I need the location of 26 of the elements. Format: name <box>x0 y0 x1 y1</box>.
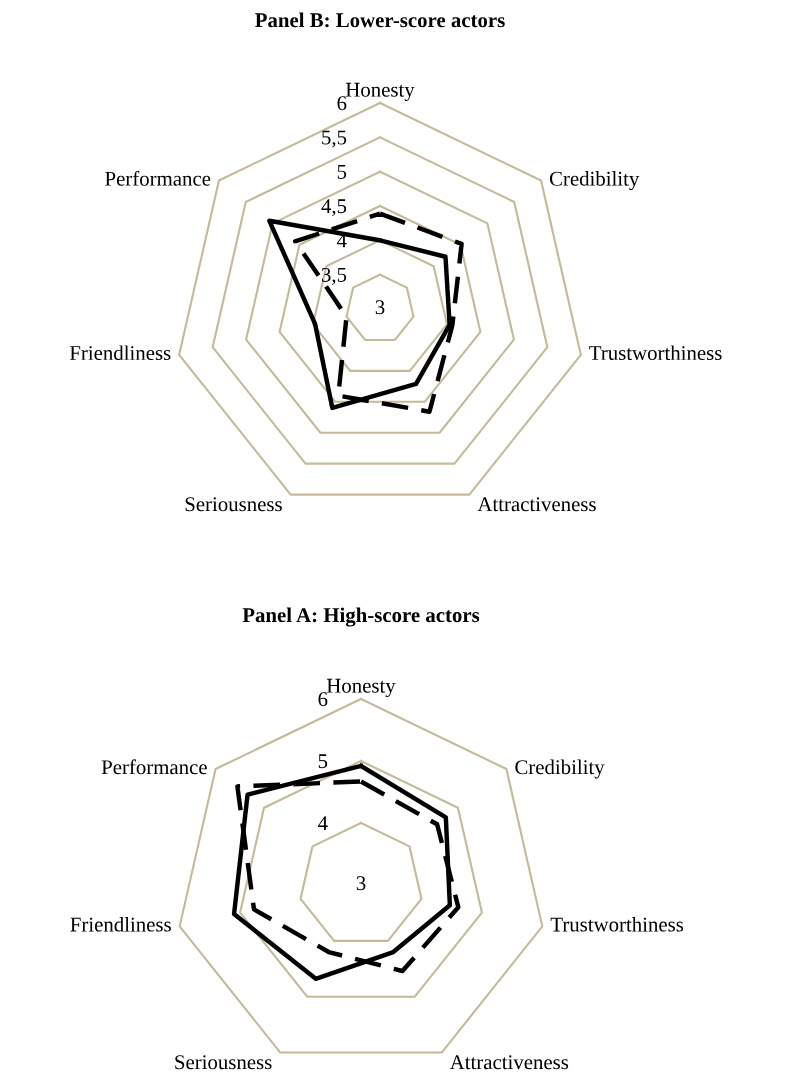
spoke-label: Honesty <box>345 82 415 101</box>
chart-title: Panel A: High-score actors <box>242 607 480 627</box>
y-tick-label: 6 <box>337 96 347 111</box>
spoke-label: Seriousness <box>175 1055 272 1070</box>
y-tick-label: 4 <box>317 816 328 831</box>
y-tick-label: 3 <box>375 300 385 315</box>
chart-title: Panel B: Lower-score actors <box>255 12 505 28</box>
spoke-label: Trustworthiness <box>589 345 722 361</box>
spoke-label: Friendliness <box>70 916 171 932</box>
y-tick-label: 5,5 <box>322 130 347 148</box>
y-tick-label: 3,5 <box>321 267 347 285</box>
spoke-label: Performance <box>101 759 207 775</box>
spoke-label: Attractiveness <box>477 497 596 512</box>
spoke-label: Friendliness <box>69 345 171 361</box>
spoke-label: Honesty <box>326 678 396 697</box>
y-tick-label: 3 <box>356 876 366 891</box>
y-tick-label: 4,5 <box>321 199 347 217</box>
spoke-label: Seriousness <box>185 497 282 512</box>
spoke-label: Credibility <box>515 759 605 779</box>
y-tick-label: 5 <box>318 754 328 769</box>
spoke-label: Credibility <box>549 171 640 191</box>
spoke-label: Trustworthiness <box>550 916 684 932</box>
y-tick-label: 5 <box>337 165 347 179</box>
y-tick-label: 6 <box>318 692 328 707</box>
spoke-label: Attractiveness <box>449 1055 569 1070</box>
spoke-label: Performance <box>105 170 211 186</box>
